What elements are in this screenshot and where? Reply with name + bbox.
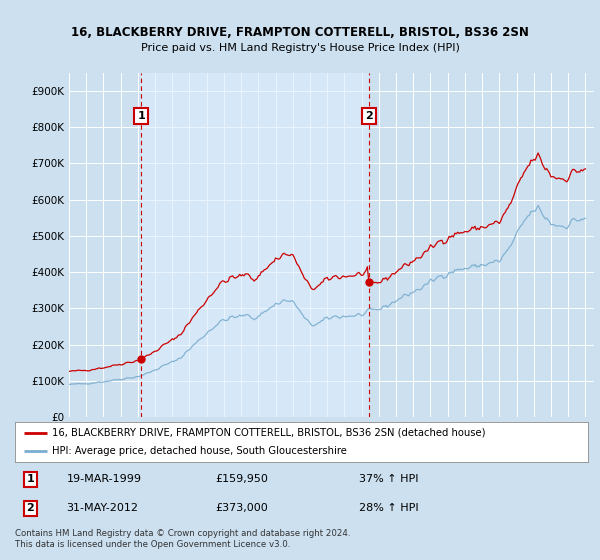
Text: 2: 2 <box>365 111 373 122</box>
Bar <box>142 73 368 417</box>
Text: 1: 1 <box>26 474 34 484</box>
Text: 19-MAR-1999: 19-MAR-1999 <box>67 474 142 484</box>
Text: 1: 1 <box>137 111 145 122</box>
Text: Contains HM Land Registry data © Crown copyright and database right 2024.
This d: Contains HM Land Registry data © Crown c… <box>15 529 350 549</box>
Text: HPI: Average price, detached house, South Gloucestershire: HPI: Average price, detached house, Sout… <box>52 446 347 456</box>
Text: £159,950: £159,950 <box>215 474 268 484</box>
Text: Price paid vs. HM Land Registry's House Price Index (HPI): Price paid vs. HM Land Registry's House … <box>140 43 460 53</box>
Text: £373,000: £373,000 <box>215 503 268 514</box>
Text: 28% ↑ HPI: 28% ↑ HPI <box>359 503 418 514</box>
Text: 16, BLACKBERRY DRIVE, FRAMPTON COTTERELL, BRISTOL, BS36 2SN (detached house): 16, BLACKBERRY DRIVE, FRAMPTON COTTERELL… <box>52 428 486 437</box>
Text: 37% ↑ HPI: 37% ↑ HPI <box>359 474 418 484</box>
Text: 16, BLACKBERRY DRIVE, FRAMPTON COTTERELL, BRISTOL, BS36 2SN: 16, BLACKBERRY DRIVE, FRAMPTON COTTERELL… <box>71 26 529 39</box>
Text: 2: 2 <box>26 503 34 514</box>
Text: 31-MAY-2012: 31-MAY-2012 <box>67 503 139 514</box>
